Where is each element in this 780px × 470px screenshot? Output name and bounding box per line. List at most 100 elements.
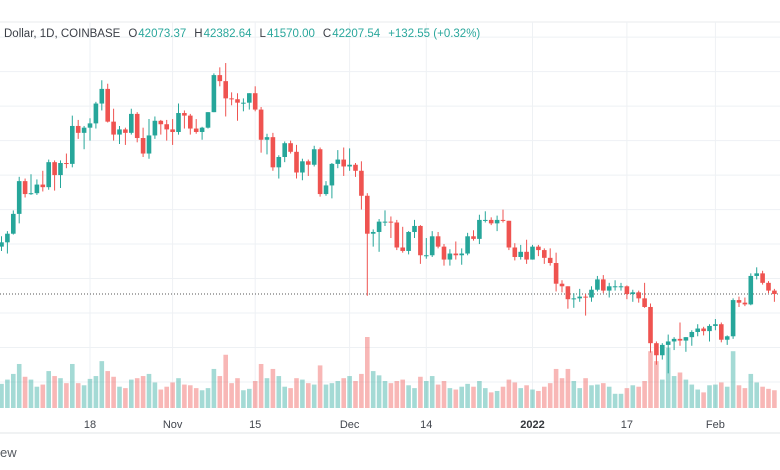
- volume-bar: [536, 390, 541, 408]
- volume-bar: [748, 373, 754, 408]
- volume-bar: [193, 388, 199, 408]
- volume-bar: [630, 385, 636, 408]
- volume-bar: [500, 386, 506, 408]
- candle-down: [500, 219, 506, 221]
- candle-up: [176, 113, 181, 132]
- volume-bar: [671, 376, 677, 408]
- volume-bar: [164, 386, 169, 408]
- candle-down: [772, 290, 777, 295]
- volume-bar: [229, 383, 234, 408]
- candle-down: [252, 93, 258, 110]
- volume-bar: [217, 376, 223, 408]
- volume-bar: [565, 368, 571, 408]
- candle-down: [294, 151, 299, 173]
- candle-down: [636, 292, 641, 299]
- volume-bar: [40, 384, 46, 408]
- candle-down: [188, 115, 193, 129]
- candle-up: [152, 120, 158, 136]
- candle-down: [648, 306, 653, 344]
- symbol-description[interactable]: Dollar, 1D, COINBASE: [4, 28, 121, 40]
- candle-up: [447, 253, 453, 260]
- candle-down: [217, 75, 223, 82]
- candle-down: [453, 253, 459, 256]
- candle-down: [306, 161, 311, 165]
- candle-up: [630, 292, 636, 295]
- candle-down: [760, 273, 765, 283]
- candle-down: [654, 343, 659, 356]
- candle-down: [766, 282, 771, 291]
- candle-up: [81, 127, 87, 133]
- candle-down: [52, 162, 57, 176]
- candle-up: [424, 255, 429, 257]
- candle-up: [264, 137, 270, 140]
- volume-bar: [335, 381, 341, 408]
- volume-bar: [683, 379, 689, 408]
- candle-up: [146, 135, 152, 154]
- open-label: O: [128, 28, 138, 40]
- volume-bar: [453, 389, 459, 408]
- volume-bar: [512, 382, 518, 408]
- volume-bar: [447, 388, 453, 408]
- candle-down: [317, 149, 323, 195]
- volume-bar: [612, 393, 618, 408]
- volume-bar: [547, 383, 553, 408]
- candle-up: [99, 88, 105, 104]
- candle-up: [117, 129, 122, 135]
- volume-bar: [329, 383, 335, 408]
- volume-bar: [559, 378, 565, 408]
- candle-down: [441, 246, 447, 260]
- volume-bar: [99, 361, 105, 408]
- volume-bar: [140, 376, 146, 408]
- volume-bar: [270, 368, 276, 408]
- candle-down: [22, 181, 28, 195]
- volume-bar: [766, 388, 771, 408]
- candle-up: [406, 231, 411, 251]
- candle-down: [193, 128, 199, 132]
- volume-bar: [772, 390, 777, 408]
- candle-up: [241, 102, 246, 104]
- candle-down: [742, 302, 748, 305]
- volume-bar: [129, 379, 134, 408]
- candle-up: [282, 143, 287, 157]
- candle-down: [40, 184, 46, 188]
- volume-bar: [571, 381, 577, 408]
- volume-bar: [435, 384, 441, 408]
- volume-bar: [359, 373, 364, 408]
- volume-bar: [28, 379, 34, 408]
- volume-bar: [388, 383, 394, 408]
- candle-up: [276, 156, 282, 168]
- volume-bar: [52, 376, 57, 408]
- candle-up: [665, 341, 671, 345]
- candle-down: [394, 222, 400, 248]
- volume-bar: [424, 381, 429, 408]
- candle-down: [583, 296, 588, 298]
- time-axis-label: 17: [621, 419, 633, 431]
- high-label: H: [194, 28, 203, 40]
- volume-bar: [223, 354, 228, 408]
- candle-up: [329, 163, 335, 186]
- candle-up: [311, 149, 317, 165]
- symbol-legend: Dollar, 1D, COINBASE O 42073.37 H 42382.64…: [4, 27, 480, 41]
- candle-up: [477, 219, 482, 239]
- candle-down: [170, 129, 175, 132]
- candle-down: [270, 137, 276, 168]
- volume-bar: [736, 385, 742, 408]
- candle-down: [488, 219, 494, 224]
- volume-bar: [258, 363, 264, 408]
- candle-down: [435, 236, 441, 247]
- volume-bar: [146, 373, 152, 408]
- candle-down: [182, 113, 187, 116]
- volume-bar: [406, 385, 411, 408]
- candle-down: [565, 286, 571, 300]
- volume-bar: [22, 376, 28, 408]
- volume-bar: [205, 388, 211, 408]
- volume-bar: [294, 378, 299, 408]
- volume-bar: [654, 361, 659, 408]
- candle-up: [571, 298, 577, 300]
- candle-up: [323, 185, 329, 195]
- volume-bar: [719, 382, 724, 408]
- time-axis-label: 2022: [520, 419, 544, 431]
- low-label: L: [259, 28, 266, 40]
- volume-bar: [123, 388, 128, 408]
